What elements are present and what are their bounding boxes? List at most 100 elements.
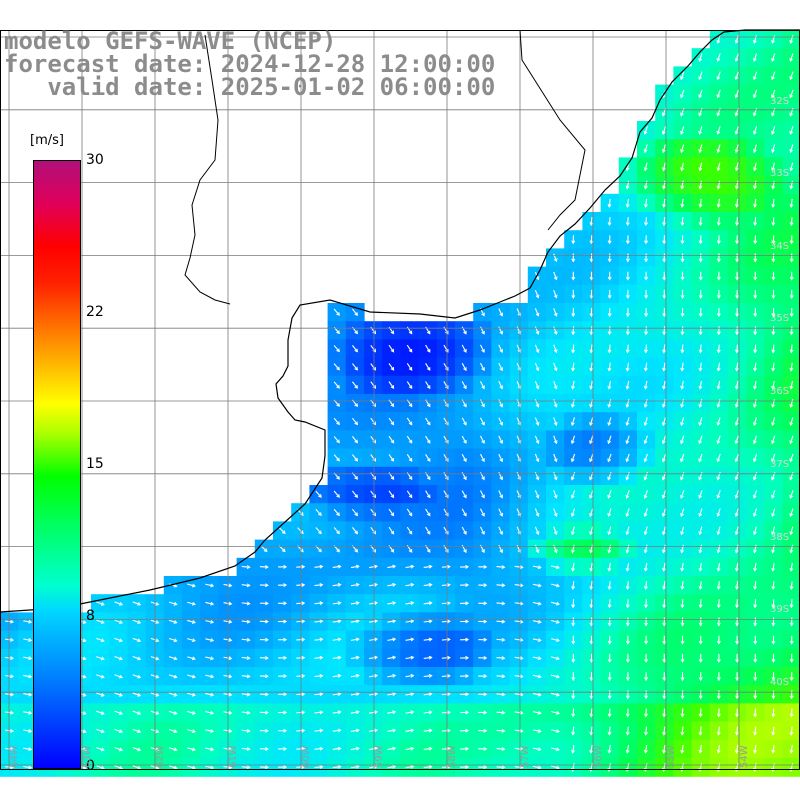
wind-vector	[532, 674, 541, 678]
wind-vector	[735, 744, 739, 753]
wind-vector	[699, 708, 702, 717]
wind-vector	[332, 747, 341, 751]
wind-vector-head	[735, 677, 740, 682]
wind-vector-head	[771, 622, 776, 627]
wind-vector	[681, 362, 684, 371]
wind-vector-head	[752, 531, 757, 536]
wind-vector-head	[752, 422, 757, 427]
wind-vector	[790, 708, 793, 717]
wind-vector	[735, 490, 739, 499]
lat-label-37s: 37S	[770, 459, 790, 470]
wind-vector	[369, 583, 378, 587]
wind-vector	[626, 526, 630, 535]
wind-vector	[387, 765, 396, 769]
wind-vector-head	[537, 583, 542, 588]
wind-vector-head	[465, 564, 470, 569]
wind-vector-head	[570, 422, 575, 427]
wind-vector	[571, 471, 576, 480]
wind-vector-head	[336, 312, 340, 316]
wind-vector-head	[191, 729, 196, 734]
wind-vector-head	[571, 313, 576, 318]
wind-vector-head	[734, 149, 739, 154]
wind-vector	[735, 508, 739, 517]
wind-vector-head	[570, 513, 575, 518]
wind-vector-head	[661, 422, 666, 427]
wind-vector	[23, 638, 32, 641]
wind-vector	[699, 344, 702, 353]
wind-vector	[425, 381, 431, 389]
wind-vector-head	[752, 39, 757, 44]
wind-vector	[96, 765, 105, 769]
wind-vector-head	[662, 240, 667, 245]
wind-vector	[717, 35, 721, 44]
wind-vector-head	[680, 240, 685, 245]
wind-vector-head	[607, 440, 612, 445]
lon-label-59w: 59W	[374, 745, 385, 768]
wind-vector	[663, 198, 666, 207]
wind-vector	[514, 565, 523, 569]
wind-vector-head	[463, 421, 467, 426]
wind-vector	[790, 344, 793, 353]
wind-vector	[96, 619, 105, 624]
wind-vector	[645, 344, 648, 353]
wind-vector-head	[210, 638, 215, 642]
wind-vector	[772, 581, 775, 590]
wind-vector	[551, 638, 560, 642]
wind-vector-head	[392, 564, 397, 569]
wind-vector	[735, 162, 739, 171]
wind-vector	[572, 581, 575, 590]
wind-vector-head	[698, 731, 703, 736]
wind-vector-head	[644, 659, 649, 663]
wind-vector	[699, 162, 703, 171]
wind-vector-head	[519, 601, 524, 606]
wind-vector	[662, 453, 667, 462]
wind-vector-head	[319, 764, 324, 769]
wind-vector-head	[428, 582, 433, 587]
wind-vector-head	[155, 674, 160, 679]
wind-vector-head	[644, 677, 649, 682]
wind-vector	[589, 526, 594, 535]
wind-vector	[553, 308, 558, 317]
wind-vector-head	[734, 586, 739, 591]
wind-vector-head	[662, 185, 666, 190]
wind-vector-head	[771, 640, 776, 645]
wind-vector-head	[191, 711, 196, 715]
wind-vector	[461, 435, 467, 444]
wind-vector-head	[445, 367, 449, 371]
wind-vector-head	[734, 567, 739, 572]
wind-vector-head	[698, 586, 703, 591]
wind-vector	[496, 566, 505, 568]
wind-vector-head	[535, 385, 540, 390]
wind-vector-head	[716, 494, 721, 499]
wind-vector-head	[789, 385, 794, 390]
wind-vector-head	[555, 692, 560, 697]
wind-vector-head	[445, 530, 449, 535]
wind-vector	[735, 144, 739, 153]
wind-vector	[551, 692, 560, 696]
wind-vector-head	[501, 710, 506, 715]
wind-vector	[735, 126, 739, 135]
wind-vector	[241, 766, 250, 769]
wind-vector	[387, 729, 396, 732]
lat-label-38s: 38S	[770, 532, 790, 543]
wind-vector-head	[463, 367, 467, 372]
wind-vector-head	[28, 656, 33, 661]
wind-vector	[772, 362, 775, 371]
wind-vector-head	[771, 130, 775, 135]
wind-vector	[608, 744, 611, 753]
wind-vector	[498, 526, 503, 535]
wind-vector	[644, 126, 648, 135]
wind-vector	[572, 726, 575, 735]
wind-vector	[735, 435, 739, 444]
wind-vector	[698, 71, 703, 80]
wind-vector	[790, 144, 794, 153]
wind-vector-head	[537, 656, 542, 661]
wind-vector	[387, 583, 396, 587]
wind-vector-head	[643, 222, 648, 227]
wind-vector	[241, 602, 250, 605]
wind-vector	[553, 344, 558, 353]
wind-vector	[441, 566, 450, 568]
wind-vector-head	[354, 384, 358, 389]
wind-vector-head	[499, 494, 504, 499]
wind-vector	[607, 508, 612, 517]
